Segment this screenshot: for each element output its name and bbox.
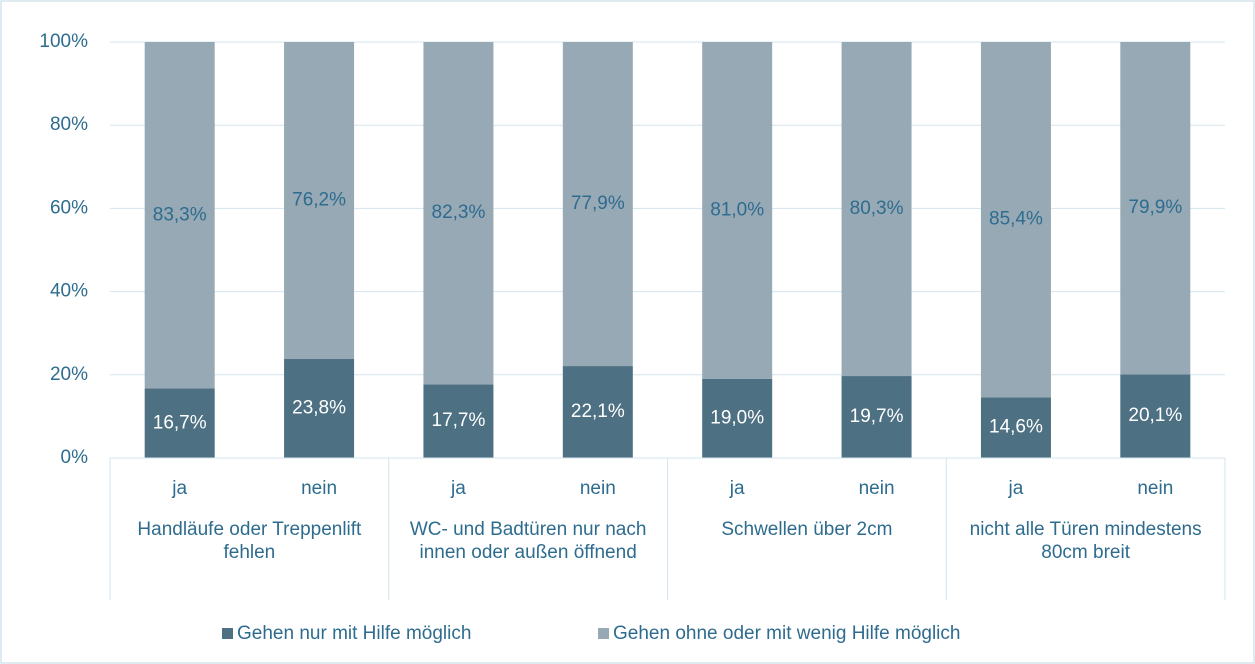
bar-segment <box>980 42 1051 398</box>
x-tick-label: ja <box>729 478 745 499</box>
data-label: 79,9% <box>1128 197 1182 218</box>
x-tick-label: ja <box>171 478 187 499</box>
legend-label: Gehen ohne oder mit wenig Hilfe möglich <box>613 623 960 644</box>
data-label: 23,8% <box>292 398 346 419</box>
group-label: Schwellen über 2cm <box>721 519 893 540</box>
data-label: 80,3% <box>850 198 904 219</box>
bar-segment <box>284 42 355 359</box>
bar-segment <box>1120 42 1191 375</box>
bar-segment <box>284 358 355 458</box>
data-label: 19,7% <box>850 406 904 427</box>
data-label: 19,0% <box>710 407 764 428</box>
data-label: 16,7% <box>153 412 207 433</box>
bar-segment <box>144 42 215 389</box>
x-tick-label: ja <box>450 478 466 499</box>
x-tick-label: nein <box>859 478 895 499</box>
data-label: 20,1% <box>1128 405 1182 426</box>
x-tick-label: nein <box>1137 478 1173 499</box>
data-label: 77,9% <box>571 193 625 214</box>
bar-segment <box>562 42 633 367</box>
bar-segment <box>423 42 494 385</box>
bar-segment <box>702 378 773 458</box>
group-label: WC- und Badtüren nur nach innen oder auß… <box>409 519 647 563</box>
bar-segment <box>1120 374 1191 458</box>
bar-segment <box>423 384 494 458</box>
bar-segment <box>562 366 633 458</box>
data-label: 83,3% <box>153 204 207 225</box>
data-label: 85,4% <box>989 209 1043 230</box>
bar-segment <box>841 376 912 458</box>
y-tick-label: 40% <box>50 281 88 302</box>
data-label: 76,2% <box>292 190 346 211</box>
data-label: 14,6% <box>989 417 1043 438</box>
x-tick-label: ja <box>1008 478 1024 499</box>
y-tick-label: 100% <box>39 31 88 52</box>
data-label: 22,1% <box>571 401 625 422</box>
group-label: Handläufe oder Treppenlift fehlen <box>137 519 362 563</box>
y-tick-label: 60% <box>50 197 88 218</box>
bar-segment <box>144 388 215 458</box>
bar-segment <box>841 42 912 377</box>
group-label: nicht alle Türen mindestens 80cm breit <box>969 519 1202 563</box>
legend-label: Gehen nur mit Hilfe möglich <box>237 623 471 644</box>
bar-segment <box>980 397 1051 458</box>
y-tick-label: 80% <box>50 114 88 135</box>
legend-swatch <box>598 628 609 639</box>
x-tick-label: nein <box>301 478 337 499</box>
data-label: 81,0% <box>710 199 764 220</box>
y-tick-label: 20% <box>50 364 88 385</box>
legend-swatch <box>222 628 233 639</box>
x-tick-label: nein <box>580 478 616 499</box>
bar-segment <box>702 42 773 379</box>
data-label: 82,3% <box>432 202 486 223</box>
y-tick-label: 0% <box>61 447 89 468</box>
data-label: 17,7% <box>432 410 486 431</box>
